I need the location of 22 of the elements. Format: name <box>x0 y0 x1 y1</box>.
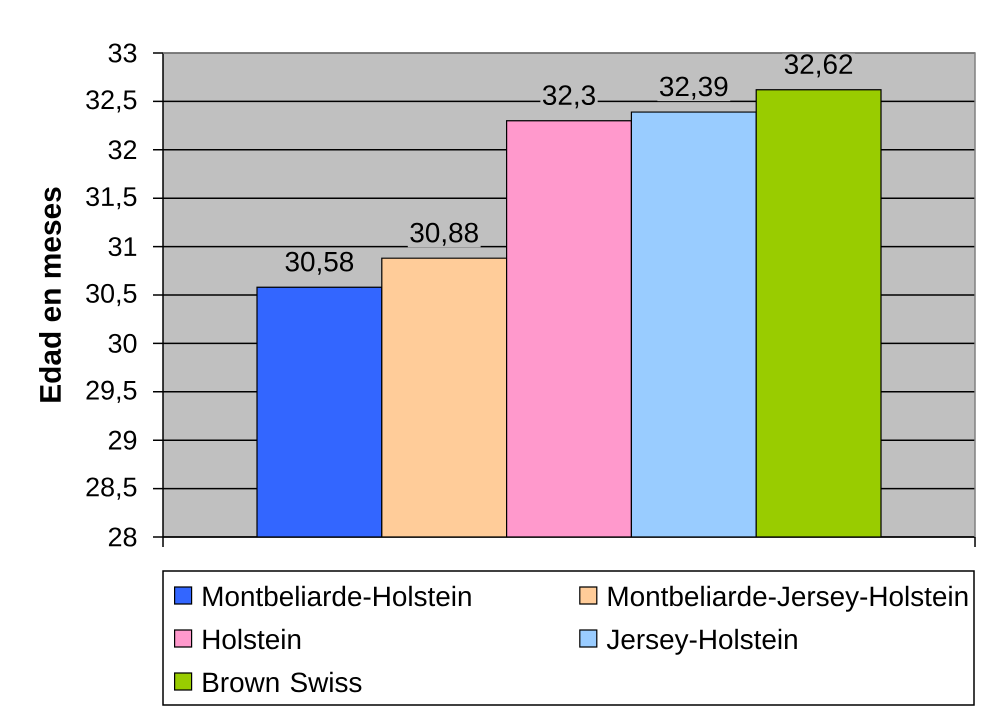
data-label: 32,39 <box>660 76 728 100</box>
legend-label: Montbeliarde-Holstein <box>203 586 471 606</box>
y-tick-label: 32 <box>108 140 136 160</box>
data-label: 32,3 <box>542 85 595 108</box>
data-label: 30,58 <box>286 252 354 275</box>
legend-label: Brown Swiss <box>203 672 362 692</box>
data-label: 30,88 <box>410 222 478 246</box>
y-tick-label: 31,5 <box>86 187 136 210</box>
y-tick-label: 33 <box>108 43 136 63</box>
legend-label: Jersey-Holstein <box>606 628 797 655</box>
y-tick-label: 31 <box>108 237 136 256</box>
legend-label: Holstein <box>203 628 300 650</box>
y-tick-label: 30,5 <box>86 284 136 306</box>
y-tick-label: 30 <box>108 334 136 353</box>
y-axis-title: Edad en meses <box>39 187 61 402</box>
y-tick-label: 32,5 <box>86 90 136 112</box>
y-tick-label: 29 <box>108 430 136 450</box>
legend-label: Montbeliarde-Jersey-Holstein <box>608 586 968 612</box>
y-tick-label: 28 <box>108 527 136 547</box>
y-tick-label: 29,5 <box>86 380 136 403</box>
data-label: 32,62 <box>784 54 852 78</box>
y-tick-label: 28,5 <box>86 477 136 500</box>
